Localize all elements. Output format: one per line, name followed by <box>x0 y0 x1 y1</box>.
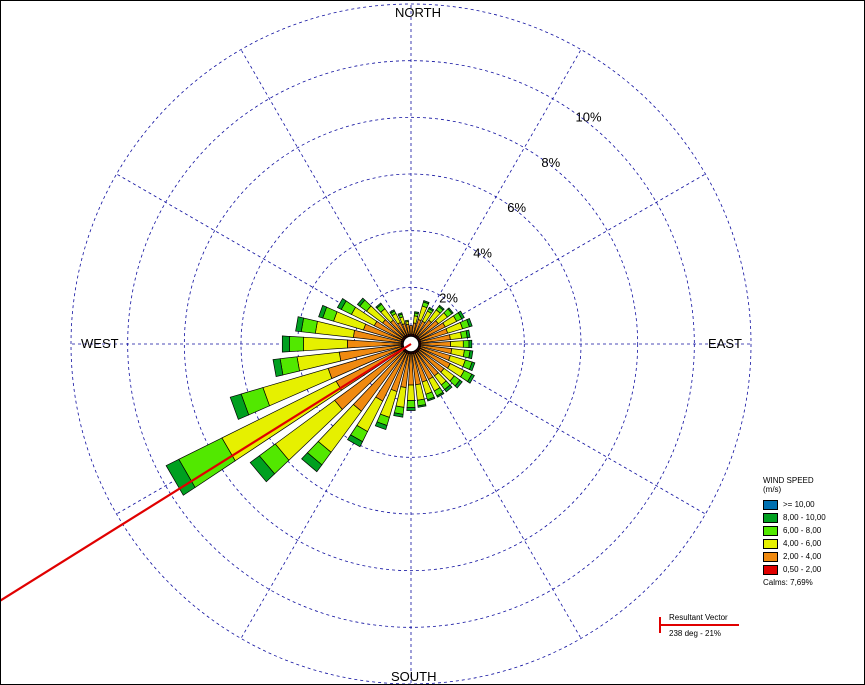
wind-petal-segment <box>318 304 328 319</box>
ring-label: 4% <box>473 245 492 260</box>
legend-label: >= 10,00 <box>783 500 815 509</box>
wind-petal-segment <box>414 311 420 315</box>
resultant-value: 238 deg - 21% <box>669 629 722 638</box>
resultant-vector-line <box>1 343 412 602</box>
wind-petal-segment <box>374 421 388 431</box>
direction-label-east: EAST <box>708 336 742 351</box>
legend-item: 0,50 - 2,00 <box>763 563 858 576</box>
wind-petal-segment <box>468 350 474 360</box>
wind-petal-segment <box>301 452 323 473</box>
wind-petal-segment <box>281 335 290 353</box>
wind-petal-segment <box>336 297 347 310</box>
legend-calms: Calms: 7,69% <box>763 578 813 587</box>
wind-petal-segment <box>229 393 250 420</box>
wind-petal-segment <box>447 307 454 315</box>
legend-label: 2,00 - 4,00 <box>783 552 822 561</box>
legend-items: >= 10,00 8,00 - 10,00 6,00 - 8,00 4,00 - 6,… <box>763 498 858 576</box>
wind-petal-segment <box>375 302 383 309</box>
wind-petal-segment <box>415 383 425 401</box>
wind-petal-segment <box>450 348 465 358</box>
wind-petal-segment <box>467 373 475 384</box>
wind-petal-segment <box>449 331 463 340</box>
legend-swatch <box>763 499 778 510</box>
wind-petal-segment <box>444 384 453 393</box>
wind-petal-segment <box>389 309 396 314</box>
legend: WIND SPEED (m/s) >= 10,00 8,00 - 10,00 6,0… <box>763 476 858 587</box>
resultant-title: Resultant Vector <box>669 613 728 622</box>
wind-petal-segment <box>409 325 413 335</box>
legend-item: 4,00 - 6,00 <box>763 537 858 550</box>
wind-petal-segment <box>426 396 436 402</box>
wind-petal-segment <box>468 339 473 349</box>
legend-units: (m/s) <box>763 485 782 494</box>
legend-item: 8,00 - 10,00 <box>763 511 858 524</box>
wind-petal-segment <box>466 318 473 328</box>
legend-label: 6,00 - 8,00 <box>783 526 822 535</box>
wind-petal-segment <box>436 391 445 398</box>
grid-spoke <box>410 49 582 345</box>
grid-spoke <box>240 49 412 345</box>
wind-petal-segment <box>303 336 348 352</box>
legend-item: 2,00 - 4,00 <box>763 550 858 563</box>
wind-petal-segment <box>450 340 464 348</box>
direction-label-west: WEST <box>81 336 119 351</box>
wind-petal-segment <box>468 361 476 372</box>
legend-item: >= 10,00 <box>763 498 858 511</box>
legend-label: 0,50 - 2,00 <box>783 565 822 574</box>
grid-ring <box>70 3 752 684</box>
wind-petal-segment <box>300 317 318 334</box>
wind-petal-segment <box>397 312 403 316</box>
legend-swatch <box>763 538 778 549</box>
wind-petal-segment <box>462 340 470 348</box>
wind-petal-segment <box>422 300 430 305</box>
resultant-key-line <box>659 624 739 626</box>
direction-label-south: SOUTH <box>391 669 437 684</box>
wind-petal-segment <box>454 379 463 389</box>
wind-petal-segment <box>165 458 196 496</box>
legend-item: 6,00 - 8,00 <box>763 524 858 537</box>
wind-petal-segment <box>428 306 435 312</box>
legend-swatch <box>763 525 778 536</box>
wind-petal-segment <box>393 412 404 418</box>
legend-label: 8,00 - 10,00 <box>783 513 826 522</box>
wind-petal-segment <box>406 400 416 408</box>
legend-title: WIND SPEED <box>763 476 814 485</box>
ring-label: 6% <box>507 200 526 215</box>
wind-petal-segment <box>279 356 300 376</box>
wind-petal-segment <box>417 404 427 408</box>
wind-petal-segment <box>407 384 415 401</box>
wind-petal-segment <box>406 407 416 411</box>
wind-petal-segment <box>295 316 305 333</box>
legend-swatch <box>763 512 778 523</box>
ring-label: 2% <box>439 291 458 306</box>
wind-petal-segment <box>347 434 363 448</box>
wind-petal-segment <box>356 297 366 307</box>
wind-petal-segment <box>465 329 471 339</box>
legend-swatch <box>763 564 778 575</box>
grid-ring <box>183 116 639 572</box>
ring-label: 10% <box>576 110 602 125</box>
wind-petal-segment <box>249 455 276 483</box>
wind-petal-segment <box>457 310 465 320</box>
legend-label: 4,00 - 6,00 <box>783 539 822 548</box>
wind-petal-segment <box>404 319 409 323</box>
wind-petal-segment <box>438 304 445 311</box>
legend-swatch <box>763 551 778 562</box>
direction-label-north: NORTH <box>395 5 441 20</box>
wind-petal-segment <box>272 358 284 378</box>
ring-label: 8% <box>541 155 560 170</box>
wind-petal-segment <box>289 336 304 352</box>
